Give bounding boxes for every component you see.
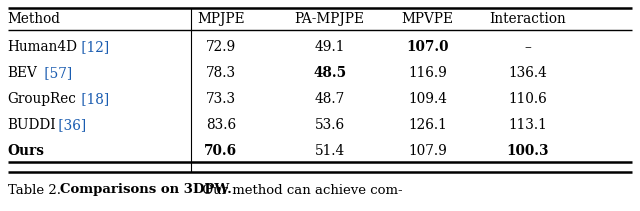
Text: [57]: [57] — [40, 66, 72, 80]
Text: [18]: [18] — [77, 92, 109, 106]
Text: MPVPE: MPVPE — [401, 12, 454, 26]
Text: 136.4: 136.4 — [509, 66, 547, 80]
Text: Table 2.: Table 2. — [8, 184, 68, 196]
Text: Our method can achieve com-: Our method can achieve com- — [198, 184, 403, 196]
Text: 73.3: 73.3 — [205, 92, 236, 106]
Text: BUDDI: BUDDI — [8, 118, 56, 132]
Text: 48.7: 48.7 — [314, 92, 345, 106]
Text: 109.4: 109.4 — [408, 92, 447, 106]
Text: 83.6: 83.6 — [205, 118, 236, 132]
Text: 48.5: 48.5 — [313, 66, 346, 80]
Text: [12]: [12] — [77, 40, 109, 54]
Text: 107.9: 107.9 — [408, 144, 447, 158]
Text: [36]: [36] — [54, 118, 86, 132]
Text: BEV: BEV — [8, 66, 38, 80]
Text: 72.9: 72.9 — [205, 40, 236, 54]
Text: 126.1: 126.1 — [408, 118, 447, 132]
Text: MPJPE: MPJPE — [197, 12, 244, 26]
Text: 113.1: 113.1 — [509, 118, 547, 132]
Text: PA-MPJPE: PA-MPJPE — [294, 12, 365, 26]
Text: Human4D: Human4D — [8, 40, 77, 54]
Text: Interaction: Interaction — [490, 12, 566, 26]
Text: 107.0: 107.0 — [406, 40, 449, 54]
Text: 100.3: 100.3 — [507, 144, 549, 158]
Text: 53.6: 53.6 — [314, 118, 345, 132]
Text: 110.6: 110.6 — [509, 92, 547, 106]
Text: 78.3: 78.3 — [205, 66, 236, 80]
Text: 51.4: 51.4 — [314, 144, 345, 158]
Text: –: – — [525, 40, 531, 54]
Text: 116.9: 116.9 — [408, 66, 447, 80]
Text: Ours: Ours — [8, 144, 45, 158]
Text: 49.1: 49.1 — [314, 40, 345, 54]
Text: 70.6: 70.6 — [204, 144, 237, 158]
Text: GroupRec: GroupRec — [8, 92, 77, 106]
Text: Comparisons on 3DPW.: Comparisons on 3DPW. — [60, 184, 232, 196]
Text: Method: Method — [8, 12, 61, 26]
